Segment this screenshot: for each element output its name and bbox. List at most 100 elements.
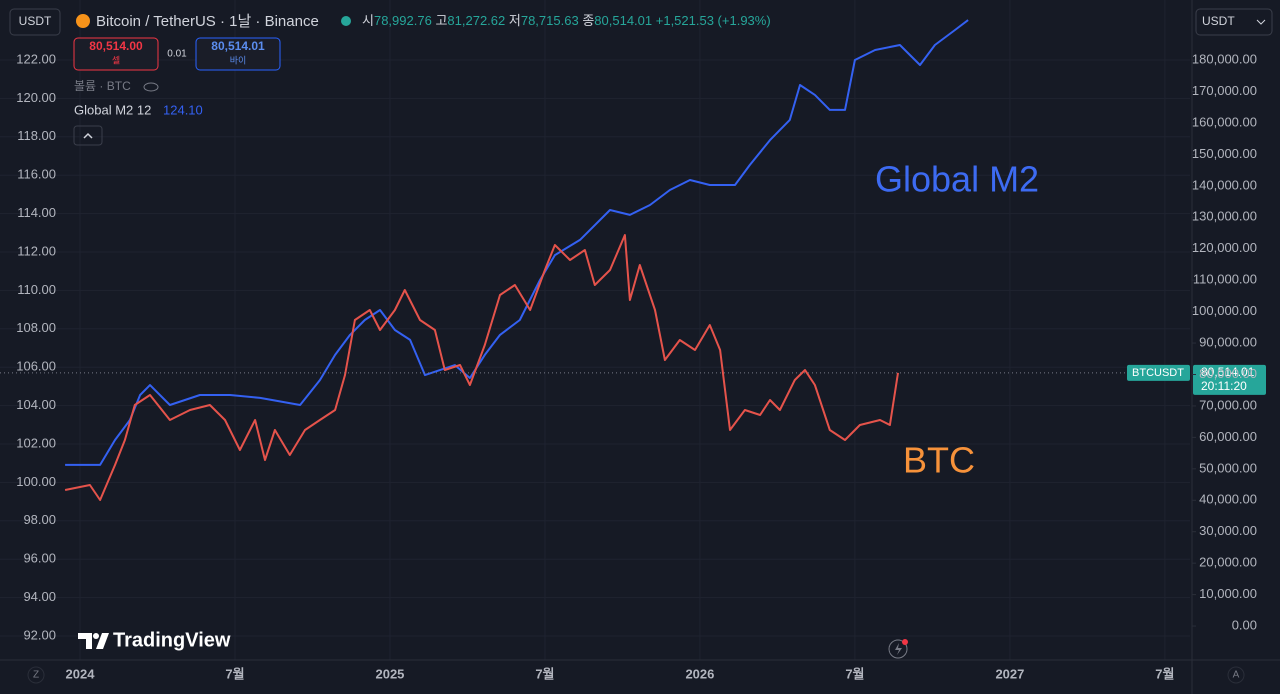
y-tick-label: 96.00 — [23, 551, 56, 566]
y2-tick-label: 40,000.00 — [1199, 492, 1257, 507]
y-tick-label: 108.00 — [16, 320, 56, 335]
chevron — [83, 132, 93, 139]
x-tick-label: 7월 — [845, 666, 864, 681]
y2-tick-label: 140,000.00 — [1192, 177, 1257, 192]
price-box — [1193, 364, 1266, 395]
scale-mode-button[interactable] — [1227, 666, 1245, 684]
coin-icon — [76, 14, 90, 28]
symbol-title: Bitcoin / TetherUS · 1날 · Binance — [96, 13, 319, 30]
y2-tick-label: 150,000.00 — [1192, 146, 1257, 161]
change: +1,521.53 (+1.93%) — [656, 13, 771, 28]
series-label: Global M2 — [875, 159, 1039, 200]
ohlc-value: 81,272.62 — [447, 13, 505, 28]
symbol-tag-text: BTCUSDT — [1132, 367, 1184, 379]
y2-tick-label: 10,000.00 — [1199, 586, 1257, 601]
y2-tick-label: 130,000.00 — [1192, 209, 1257, 224]
y2-tick-label: 20,000.00 — [1199, 555, 1257, 570]
series-line — [65, 19, 969, 466]
indicator-value: 124.10 — [163, 102, 203, 117]
notification-dot — [902, 639, 908, 645]
scale-mode: Z — [33, 670, 39, 681]
y-tick-label: 104.00 — [16, 397, 56, 412]
y2-tick-label: 160,000.00 — [1192, 114, 1257, 129]
ohlc-label: 시 — [362, 13, 374, 28]
x-tick-label: 2024 — [66, 666, 96, 681]
x-tick-label: 7월 — [225, 666, 244, 681]
y2-tick-label: 60,000.00 — [1199, 429, 1257, 444]
plot — [0, 19, 1190, 501]
y2-tick-label: 110,000.00 — [1193, 272, 1257, 287]
series-line — [64, 234, 899, 501]
sell-price: 80,514.00 — [89, 39, 143, 53]
y-tick-label: 118.00 — [17, 128, 56, 143]
ohlc-value: 80,514.01 — [594, 13, 652, 28]
x-tick-label: 2026 — [685, 666, 714, 681]
sell-label: 셀 — [112, 55, 120, 65]
y-tick-label: 98.00 — [23, 512, 56, 527]
last-price: 80,514.01 — [1201, 365, 1255, 379]
scale-mode: A — [1233, 670, 1240, 681]
sell-button[interactable] — [73, 37, 159, 71]
y2-tick-label: 80,000.00 — [1199, 366, 1257, 381]
y-tick-label: 122.00 — [16, 51, 56, 66]
scale-mode-button[interactable] — [27, 666, 45, 684]
y2-tick-label: 70,000.00 — [1199, 397, 1257, 412]
x-tick-label: 7월 — [1155, 666, 1174, 681]
ohlc: 시78,992.76 고81,272.62 저78,715.63 종80,514… — [362, 13, 771, 28]
status-dot — [341, 16, 351, 26]
y-tick-label: 110.00 — [17, 282, 56, 297]
y2-tick-label: 50,000.00 — [1199, 460, 1257, 475]
y-tick-label: 100.00 — [16, 474, 56, 489]
ohlc-label: 종 — [582, 13, 594, 28]
alert-button[interactable] — [888, 639, 908, 659]
countdown: 20:11:20 — [1201, 379, 1247, 393]
y2-tick-label: 180,000.00 — [1192, 51, 1257, 66]
y-tick-label: 116.00 — [17, 167, 56, 182]
buy-label: 바이 — [230, 55, 247, 65]
y-tick-label: 102.00 — [16, 435, 56, 450]
ohlc-label: 저 — [509, 13, 521, 28]
logo-mark — [78, 633, 109, 649]
x-tick-label: 2025 — [375, 666, 404, 681]
collapse-button[interactable] — [73, 125, 103, 146]
y-tick-label: 120.00 — [16, 90, 56, 105]
logo-dot — [93, 633, 99, 639]
y2-tick-label: 0.00 — [1232, 617, 1257, 632]
y-tick-label: 92.00 — [23, 627, 56, 642]
buy-button[interactable] — [195, 37, 281, 71]
ohlc-value: 78,715.63 — [521, 13, 579, 28]
hide-icon[interactable] — [143, 82, 159, 92]
scale-currency: USDT — [1202, 14, 1235, 28]
y-tick-label: 94.00 — [23, 589, 56, 604]
grid — [0, 0, 1190, 660]
y-tick-label: 106.00 — [16, 359, 56, 374]
ohlc-value: 78,992.76 — [374, 13, 432, 28]
y-tick-label: 112.00 — [17, 243, 56, 258]
y2-tick-label: 30,000.00 — [1199, 523, 1257, 538]
series-label: BTC — [903, 440, 975, 481]
buy-price: 80,514.01 — [211, 39, 265, 53]
currency-button[interactable] — [9, 8, 61, 36]
volume-legend: 볼륨 · BTC — [74, 79, 131, 93]
price-tag: BTCUSDT 80,514.01 20:11:20 — [1127, 364, 1266, 395]
brand-logo: TradingView — [78, 629, 231, 651]
brand-name: TradingView — [113, 629, 231, 651]
y2-tick-label: 170,000.00 — [1192, 83, 1257, 98]
spread: 0.01 — [167, 49, 187, 60]
indicator-name: Global M2 12 — [74, 102, 151, 117]
currency: USDT — [19, 14, 52, 28]
scale-currency-button[interactable] — [1195, 8, 1273, 36]
symbol-tag — [1127, 364, 1190, 381]
x-tick-label: 7월 — [535, 666, 554, 681]
lightning-icon — [895, 643, 902, 655]
y-tick-label: 114.00 — [17, 205, 56, 220]
chevron — [1256, 19, 1266, 25]
ohlc-label: 고 — [435, 13, 447, 28]
x-tick-label: 2027 — [995, 666, 1024, 681]
y2-tick-label: 120,000.00 — [1192, 240, 1257, 255]
y2-tick-label: 90,000.00 — [1199, 334, 1257, 349]
y2-tick-label: 100,000.00 — [1192, 303, 1257, 318]
